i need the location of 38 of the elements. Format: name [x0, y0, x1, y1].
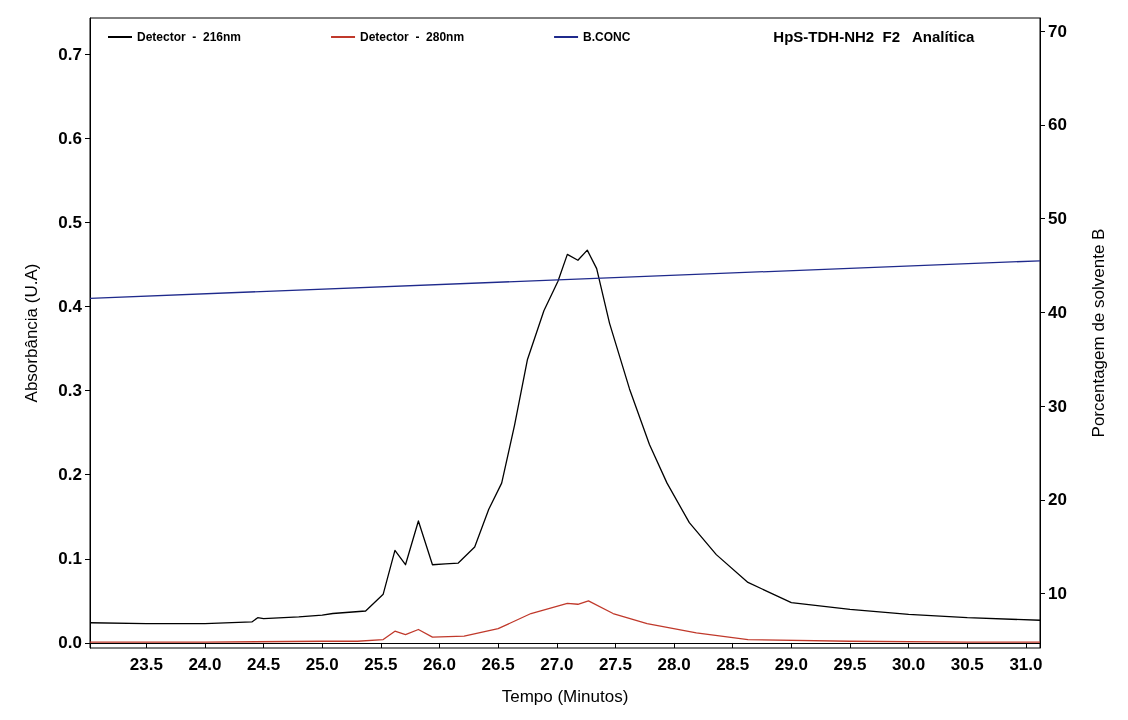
y-tick-label: 0.6: [58, 128, 82, 148]
x-tick-label: 25.5: [364, 655, 398, 674]
x-tick-label: 27.5: [598, 655, 632, 674]
y-axis-title: Absorbância (U.A): [22, 263, 41, 403]
y2-tick-label: 50: [1048, 209, 1067, 229]
x-tick-label: 26.0: [422, 655, 457, 674]
y-tick-label: 0.0: [58, 633, 82, 653]
y-tick-label: 0.3: [58, 381, 82, 401]
y-tick-label: 0.5: [58, 212, 82, 232]
x-axis-title: Tempo (Minutos): [501, 687, 629, 706]
x-tick-label: 28.5: [716, 655, 750, 674]
y2-tick-label: 30: [1048, 396, 1067, 416]
y-tick-label: 0.7: [58, 44, 82, 64]
text: HpS-TDH-NH2 F2 Analítica: [773, 28, 976, 45]
y-tick-label: 0.1: [58, 549, 82, 569]
y2-tick-label: 60: [1048, 115, 1067, 135]
x-tick-label: 25.0: [305, 655, 339, 674]
x-tick-label: 26.5: [481, 655, 515, 674]
y2-tick-label: 10: [1048, 584, 1067, 604]
legend-label: Detector - 280nm: [360, 30, 465, 44]
y2-tick-label: 70: [1048, 21, 1067, 41]
x-tick-label: 24.5: [247, 655, 281, 674]
x-tick-label: 23.5: [129, 655, 163, 674]
y2-tick-label: 20: [1048, 490, 1067, 510]
x-tick-label: 30.0: [892, 655, 926, 674]
x-tick-label: 24.0: [188, 655, 222, 674]
x-tick-label: 29.5: [833, 655, 867, 674]
x-tick-label: 30.5: [950, 655, 984, 674]
x-tick-label: 27.0: [540, 655, 574, 674]
x-tick-label: 31.0: [1009, 655, 1043, 674]
legend-label: Detector - 216nm: [137, 30, 242, 44]
x-tick-label: 29.0: [774, 655, 808, 674]
x-tick-label: 28.0: [657, 655, 691, 674]
y2-axis-title: Porcentagem de solvente B: [1089, 228, 1108, 438]
y2-tick-label: 40: [1048, 302, 1067, 322]
y-tick-label: 0.4: [58, 297, 83, 316]
legend-label: B.CONC: [583, 30, 631, 44]
y-tick-label: 0.2: [58, 465, 82, 485]
